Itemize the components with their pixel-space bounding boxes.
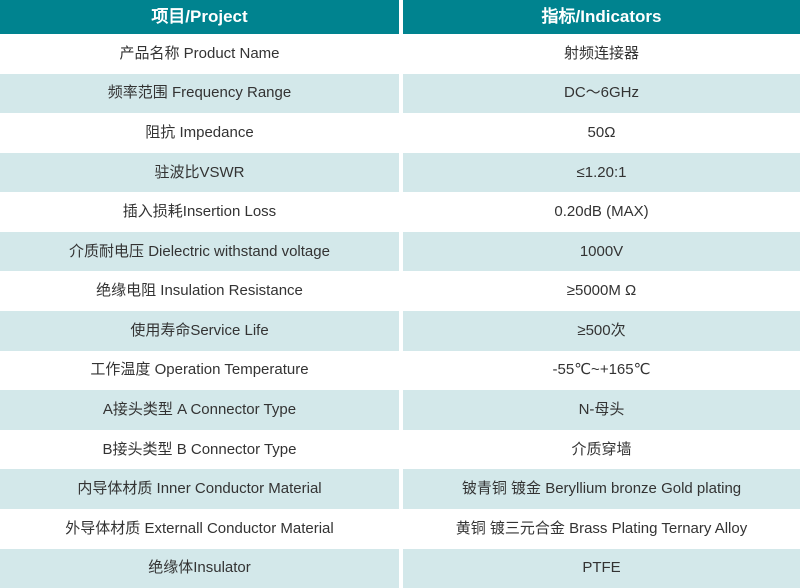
project-cell: 工作温度 Operation Temperature <box>0 350 399 391</box>
project-cell: 产品名称 Product Name <box>0 34 399 74</box>
header-cell-indicators: 指标/Indicators <box>403 0 800 34</box>
indicator-cell: 射频连接器 <box>403 34 800 74</box>
column-divider <box>399 271 403 312</box>
indicator-cell: 介质穿墙 <box>403 429 800 470</box>
indicator-cell: ≥5000M Ω <box>403 271 800 312</box>
table-row: 插入损耗Insertion Loss 0.20dB (MAX) <box>0 192 800 232</box>
project-cell: 阻抗 Impedance <box>0 113 399 153</box>
project-cell: 内导体材质 Inner Conductor Material <box>0 469 399 509</box>
project-cell: 外导体材质 Externall Conductor Material <box>0 508 399 549</box>
column-divider <box>399 548 403 588</box>
table-row: B接头类型 B Connector Type 介质穿墙 <box>0 429 800 470</box>
table-row: 外导体材质 Externall Conductor Material 黄铜 镀三… <box>0 508 800 549</box>
indicator-cell: 黄铜 镀三元合金 Brass Plating Ternary Alloy <box>403 508 800 549</box>
indicator-cell: ≤1.20:1 <box>403 152 800 193</box>
column-divider <box>399 34 403 74</box>
indicator-cell: DC～6GHz <box>403 73 800 114</box>
table-row: 驻波比VSWR ≤1.20:1 <box>0 152 800 193</box>
column-divider <box>399 429 403 470</box>
table-row: 使用寿命Service Life ≥500次 <box>0 311 800 351</box>
indicator-cell: ≥500次 <box>403 311 800 351</box>
column-divider <box>399 350 403 391</box>
column-divider <box>399 508 403 549</box>
header-cell-project: 项目/Project <box>0 0 399 34</box>
column-divider <box>399 390 403 430</box>
table-row: 内导体材质 Inner Conductor Material 铍青铜 镀金 Be… <box>0 469 800 509</box>
indicator-cell: 铍青铜 镀金 Beryllium bronze Gold plating <box>403 469 800 509</box>
table-row: 产品名称 Product Name 射频连接器 <box>0 34 800 74</box>
project-cell: 绝缘体Insulator <box>0 548 399 588</box>
project-cell: 驻波比VSWR <box>0 152 399 193</box>
table-row: 阻抗 Impedance 50Ω <box>0 113 800 153</box>
table-row: A接头类型 A Connector Type N-母头 <box>0 390 800 430</box>
column-divider <box>399 192 403 232</box>
project-cell: 绝缘电阻 Insulation Resistance <box>0 271 399 312</box>
indicator-cell: N-母头 <box>403 390 800 430</box>
table-row: 介质耐电压 Dielectric withstand voltage 1000V <box>0 231 800 272</box>
column-divider <box>399 152 403 193</box>
table-row: 频率范围 Frequency Range DC～6GHz <box>0 73 800 114</box>
column-divider <box>399 469 403 509</box>
project-cell: 频率范围 Frequency Range <box>0 73 399 114</box>
table-row: 绝缘电阻 Insulation Resistance ≥5000M Ω <box>0 271 800 312</box>
project-cell: 插入损耗Insertion Loss <box>0 192 399 232</box>
column-divider <box>399 73 403 114</box>
indicator-cell: PTFE <box>403 548 800 588</box>
table-row: 工作温度 Operation Temperature -55℃~+165℃ <box>0 350 800 391</box>
table-row: 绝缘体Insulator PTFE <box>0 548 800 588</box>
table-header-row: 项目/Project 指标/Indicators <box>0 0 800 34</box>
column-divider <box>399 231 403 272</box>
project-cell: A接头类型 A Connector Type <box>0 390 399 430</box>
project-cell: 使用寿命Service Life <box>0 311 399 351</box>
project-cell: B接头类型 B Connector Type <box>0 429 399 470</box>
project-cell: 介质耐电压 Dielectric withstand voltage <box>0 231 399 272</box>
column-divider <box>399 113 403 153</box>
indicator-cell: 0.20dB (MAX) <box>403 192 800 232</box>
column-divider <box>399 311 403 351</box>
indicator-cell: -55℃~+165℃ <box>403 350 800 391</box>
column-divider <box>399 0 403 34</box>
indicator-cell: 1000V <box>403 231 800 272</box>
indicator-cell: 50Ω <box>403 113 800 153</box>
